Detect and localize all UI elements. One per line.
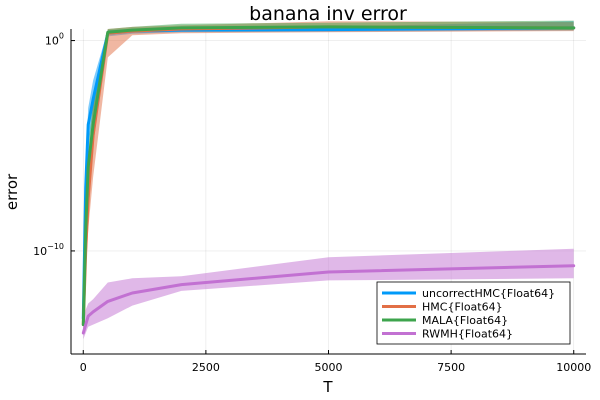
y-axis-label: error bbox=[3, 173, 21, 210]
band-3 bbox=[83, 248, 574, 340]
confidence-bands bbox=[83, 20, 574, 340]
y-tick-label: 100 bbox=[45, 32, 64, 48]
legend-entry: HMC{Float64} bbox=[422, 301, 503, 314]
series-line-3 bbox=[81, 264, 576, 335]
y-tick-label: 10−10 bbox=[33, 242, 64, 258]
x-tick-label: 7500 bbox=[437, 361, 465, 374]
chart-title: banana inv error bbox=[249, 3, 407, 25]
legend-entry: uncorrectHMC{Float64} bbox=[422, 287, 555, 300]
legend-entry: MALA{Float64} bbox=[422, 314, 508, 327]
grid bbox=[71, 29, 586, 354]
x-axis-ticks: 0 2500 5000 7500 10000 bbox=[80, 350, 591, 374]
legend-entry: RWMH{Float64} bbox=[422, 328, 513, 341]
y-axis-ticks: 100 10−10 bbox=[33, 32, 75, 258]
series-line-2 bbox=[81, 25, 576, 327]
legend: uncorrectHMC{Float64}HMC{Float64}MALA{Fl… bbox=[376, 281, 571, 345]
x-tick-label: 0 bbox=[80, 361, 87, 374]
series-lines bbox=[81, 25, 576, 335]
x-tick-label: 2500 bbox=[192, 361, 220, 374]
x-tick-label: 5000 bbox=[315, 361, 343, 374]
x-axis-label: T bbox=[322, 378, 333, 396]
x-tick-label: 10000 bbox=[556, 361, 591, 374]
